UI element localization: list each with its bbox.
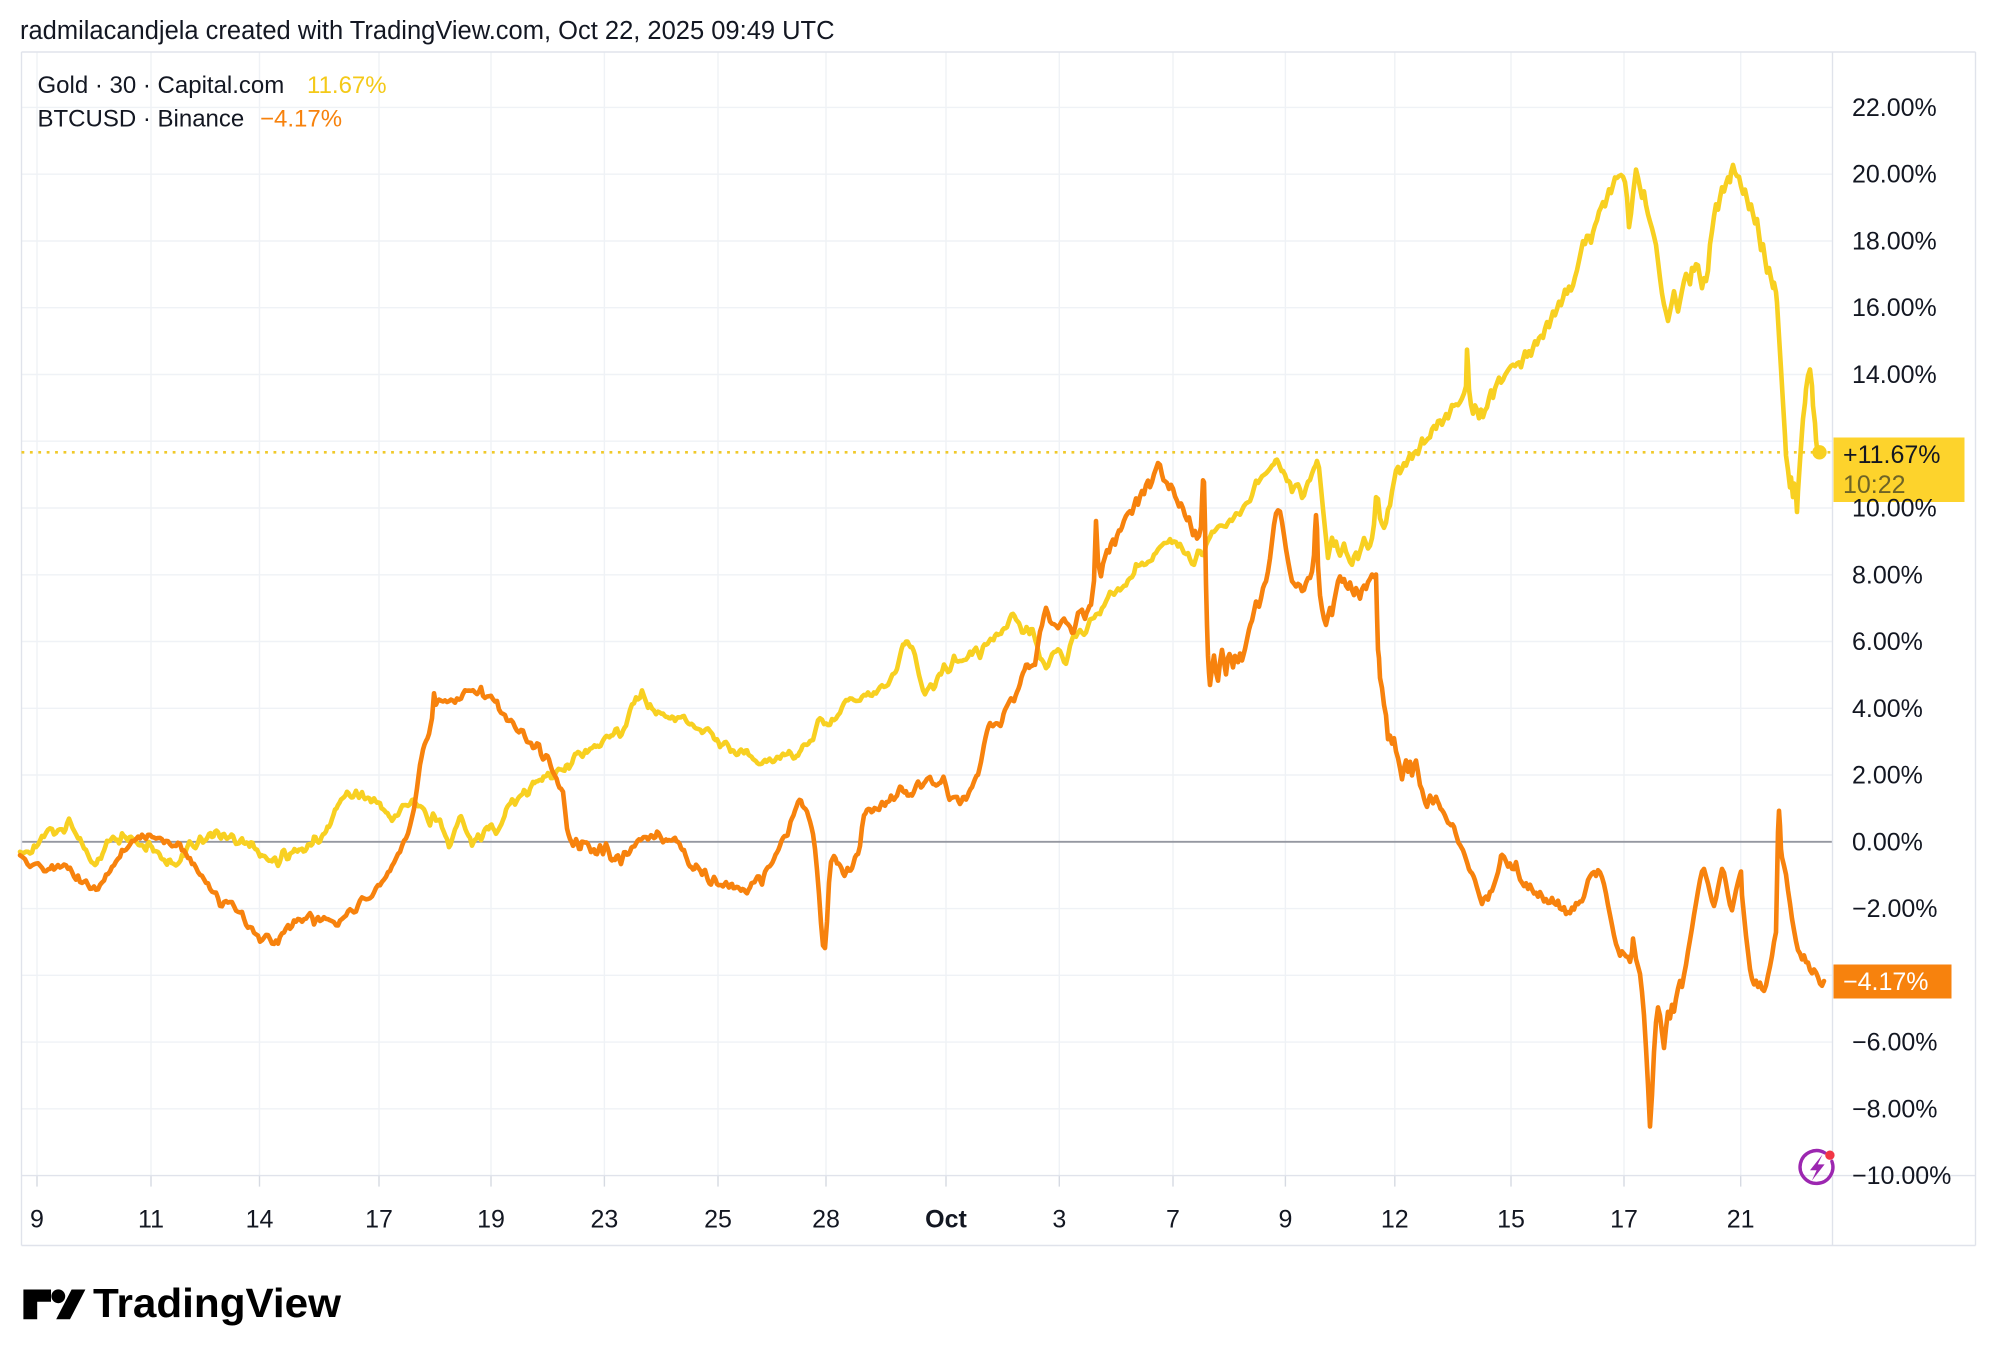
svg-text:BTCUSD · Binance: BTCUSD · Binance — [38, 106, 245, 133]
svg-text:−6.00%: −6.00% — [1852, 1029, 1938, 1057]
svg-text:25: 25 — [704, 1206, 732, 1234]
svg-text:Gold · 30 · Capital.com: Gold · 30 · Capital.com — [38, 72, 285, 99]
svg-text:12: 12 — [1381, 1206, 1409, 1234]
svg-text:4.00%: 4.00% — [1852, 695, 1923, 723]
svg-text:2.00%: 2.00% — [1852, 762, 1923, 790]
svg-text:radmilacandjela created with T: radmilacandjela created with TradingView… — [20, 17, 835, 45]
svg-text:10:22: 10:22 — [1843, 471, 1906, 499]
svg-text:8.00%: 8.00% — [1852, 561, 1923, 589]
svg-text:14: 14 — [246, 1206, 274, 1234]
svg-text:+11.67%: +11.67% — [1843, 441, 1941, 469]
svg-text:15: 15 — [1497, 1206, 1525, 1234]
svg-text:28: 28 — [812, 1206, 840, 1234]
svg-text:14.00%: 14.00% — [1852, 361, 1937, 389]
svg-text:20.00%: 20.00% — [1852, 161, 1937, 189]
svg-text:17: 17 — [365, 1206, 393, 1234]
svg-text:7: 7 — [1166, 1206, 1180, 1234]
svg-text:9: 9 — [30, 1206, 44, 1234]
svg-text:11: 11 — [138, 1206, 164, 1234]
svg-text:16.00%: 16.00% — [1852, 294, 1937, 322]
svg-text:19: 19 — [477, 1206, 505, 1234]
svg-text:−4.17%: −4.17% — [260, 106, 342, 133]
svg-text:18.00%: 18.00% — [1852, 228, 1937, 256]
svg-text:22.00%: 22.00% — [1852, 94, 1937, 122]
svg-text:TradingView: TradingView — [93, 1280, 341, 1326]
svg-text:23: 23 — [590, 1206, 618, 1234]
svg-text:9: 9 — [1278, 1206, 1292, 1234]
svg-text:11.67%: 11.67% — [307, 72, 387, 99]
svg-text:−4.17%: −4.17% — [1843, 968, 1929, 996]
svg-text:−10.00%: −10.00% — [1852, 1162, 1951, 1190]
svg-text:21: 21 — [1727, 1206, 1755, 1234]
svg-text:3: 3 — [1052, 1206, 1066, 1234]
svg-text:−2.00%: −2.00% — [1852, 895, 1938, 923]
svg-text:10.00%: 10.00% — [1852, 495, 1937, 523]
svg-text:6.00%: 6.00% — [1852, 628, 1923, 656]
svg-text:−8.00%: −8.00% — [1852, 1095, 1938, 1123]
svg-text:0.00%: 0.00% — [1852, 828, 1923, 856]
svg-text:17: 17 — [1610, 1206, 1638, 1234]
svg-text:Oct: Oct — [925, 1206, 967, 1234]
